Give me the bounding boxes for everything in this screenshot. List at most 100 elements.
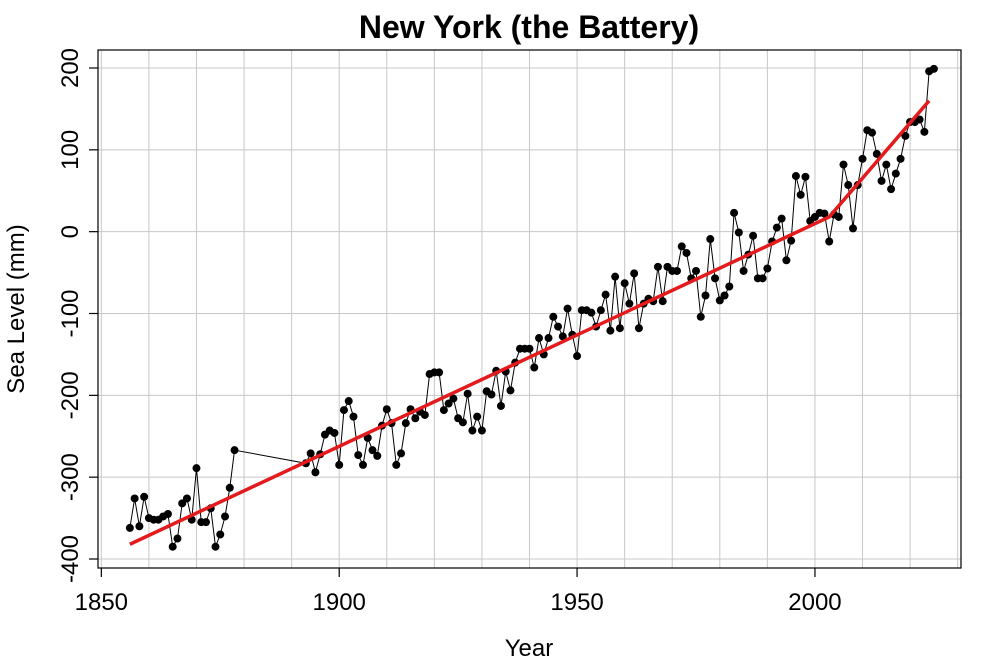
data-point — [606, 326, 615, 335]
data-point — [615, 324, 624, 333]
data-point — [135, 522, 144, 531]
data-point — [839, 160, 848, 169]
y-tick-label: -200 — [57, 371, 84, 419]
chart-title: New York (the Battery) — [359, 9, 699, 45]
data-point — [458, 418, 467, 427]
y-tick-label: 0 — [57, 225, 84, 238]
data-point — [682, 248, 691, 257]
data-point — [435, 368, 444, 377]
data-point — [739, 266, 748, 275]
data-point — [125, 523, 134, 532]
data-point — [596, 306, 605, 315]
data-point — [358, 460, 367, 469]
data-point — [920, 127, 929, 136]
data-point — [825, 237, 834, 246]
data-point — [749, 231, 758, 240]
data-point — [449, 394, 458, 403]
data-point — [506, 386, 515, 395]
data-point — [801, 172, 810, 181]
data-point — [216, 530, 225, 539]
data-point — [463, 389, 472, 398]
data-point — [130, 494, 139, 503]
data-point — [849, 224, 858, 233]
data-point — [363, 433, 372, 442]
data-point — [720, 291, 729, 300]
data-point — [563, 304, 572, 313]
data-point — [311, 468, 320, 477]
data-point — [882, 160, 891, 169]
data-point — [525, 344, 534, 353]
data-point — [929, 64, 938, 73]
data-point — [915, 115, 924, 124]
x-tick-label: 1900 — [313, 589, 366, 616]
data-point — [382, 405, 391, 414]
data-point — [901, 131, 910, 140]
y-axis-title: Sea Level (mm) — [3, 224, 30, 393]
data-point — [477, 426, 486, 435]
y-tick-label: -400 — [57, 535, 84, 583]
y-tick-label: -300 — [57, 453, 84, 501]
data-point — [401, 419, 410, 428]
data-point — [782, 256, 791, 265]
data-point — [373, 451, 382, 460]
data-point — [397, 449, 406, 458]
data-point — [730, 208, 739, 217]
data-point — [468, 426, 477, 435]
data-point — [339, 406, 348, 415]
data-point — [715, 296, 724, 305]
data-point — [439, 406, 448, 415]
plot-frame — [97, 49, 962, 569]
data-point — [140, 492, 149, 501]
data-point — [872, 149, 881, 158]
data-point — [182, 494, 191, 503]
x-axis-title: Year — [505, 635, 554, 662]
data-point — [787, 236, 796, 245]
data-point — [777, 214, 786, 223]
data-point — [696, 312, 705, 321]
data-point — [173, 534, 182, 543]
data-point — [163, 509, 172, 518]
data-point — [796, 190, 805, 199]
data-point — [344, 397, 353, 406]
data-point — [701, 291, 710, 300]
data-point — [221, 512, 230, 521]
data-point — [558, 332, 567, 341]
data-point — [535, 334, 544, 343]
data-point — [891, 169, 900, 178]
data-point — [496, 401, 505, 410]
data-point — [844, 181, 853, 190]
data-point — [178, 499, 187, 508]
data-point — [225, 483, 234, 492]
data-point — [887, 185, 896, 194]
data-point — [711, 274, 720, 283]
data-point — [677, 242, 686, 251]
data-point — [658, 297, 667, 306]
data-point — [473, 412, 482, 421]
data-point — [392, 460, 401, 469]
data-point — [201, 518, 210, 527]
trend-line — [129, 99, 931, 546]
data-point — [601, 290, 610, 299]
data-point — [444, 399, 453, 408]
data-point — [335, 460, 344, 469]
y-tick-label: 200 — [57, 48, 84, 88]
data-point — [706, 235, 715, 244]
data-point — [630, 269, 639, 278]
data-point — [306, 449, 315, 458]
data-point — [692, 266, 701, 275]
y-tick-label: 100 — [57, 130, 84, 170]
data-point — [758, 274, 767, 283]
data-point — [420, 410, 429, 419]
data-point — [858, 154, 867, 163]
data-point — [620, 279, 629, 288]
data-point — [772, 223, 781, 232]
data-point — [634, 324, 643, 333]
data-point — [168, 542, 177, 551]
data-point — [330, 428, 339, 437]
data-point — [672, 266, 681, 275]
data-point — [834, 212, 843, 221]
data-point — [653, 262, 662, 271]
data-point — [868, 128, 877, 137]
data-point — [791, 172, 800, 181]
